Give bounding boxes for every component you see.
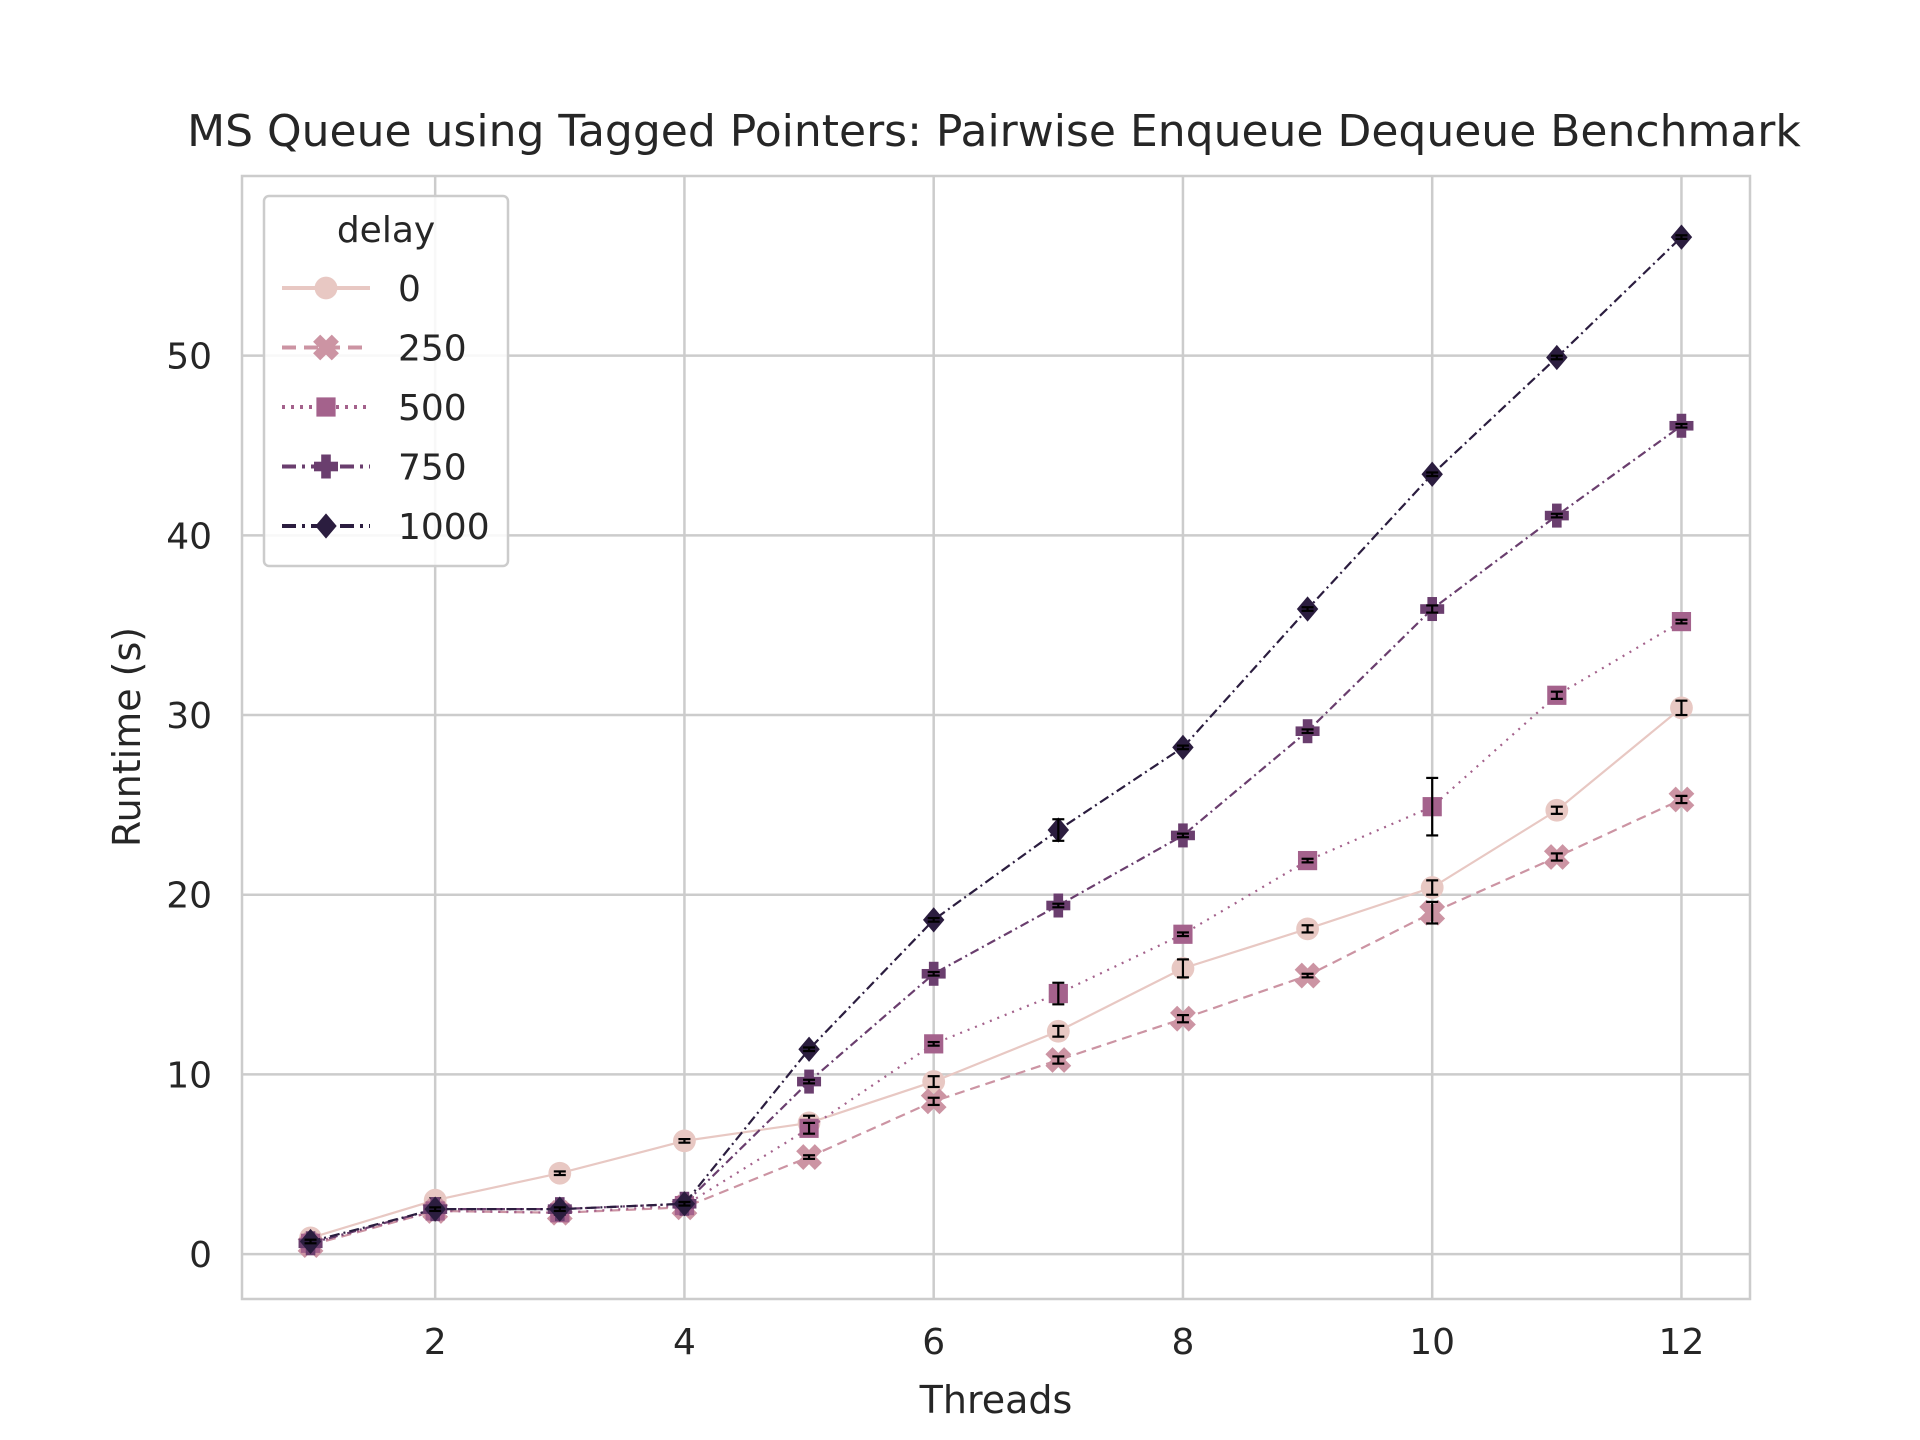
x-tick-label: 2: [424, 1322, 447, 1363]
series-line: [310, 424, 1683, 1245]
y-tick-label: 50: [166, 337, 212, 378]
legend-title: delay: [337, 210, 435, 251]
legend-label: 500: [398, 388, 467, 429]
legend: delay 0 250 500 750 1000: [262, 194, 510, 568]
error-bar: [1426, 776, 1439, 837]
x-tick-labels: 2 4 6 8 10 12: [424, 1322, 1705, 1363]
legend-label: 0: [398, 269, 421, 310]
series-line: [310, 236, 1683, 1243]
chart-title: MS Queue using Tagged Pointers: Pairwise…: [187, 106, 1801, 157]
error-bar: [927, 1040, 940, 1047]
legend-entry-0: 0: [282, 269, 421, 310]
data-point: [313, 334, 339, 361]
error-bar: [678, 1200, 691, 1207]
y-tick-label: 40: [166, 516, 212, 557]
error-bar: [1052, 981, 1065, 1006]
error-bar: [1675, 234, 1688, 240]
legend-entry-500: 500: [282, 388, 467, 429]
data-point: [314, 276, 338, 300]
error-bar: [1550, 852, 1563, 862]
error-bar: [553, 1206, 566, 1213]
plot-frame: [240, 174, 1752, 1301]
error-bar: [1176, 744, 1189, 751]
error-bar: [1301, 857, 1314, 864]
error-bar: [927, 1096, 940, 1107]
error-bar: [1550, 805, 1563, 815]
data-point: [316, 397, 336, 417]
error-bar: [1426, 879, 1439, 896]
y-tick-label: 20: [166, 876, 212, 917]
y-tick-label: 10: [166, 1055, 212, 1096]
y-tick-labels: 0 10 20 30 40 50: [166, 337, 212, 1276]
error-bar: [553, 1170, 566, 1177]
error-bar: [1052, 902, 1065, 909]
legend-entries: 0 250 500 750 1000: [282, 269, 490, 548]
error-bar: [1426, 471, 1439, 478]
y-axis-label: Runtime (s): [105, 627, 149, 847]
y-tick-label: 30: [166, 696, 212, 737]
error-bar: [1675, 699, 1688, 717]
error-bar: [1176, 958, 1189, 979]
error-bar: [1301, 972, 1314, 979]
error-bar: [1052, 1024, 1065, 1038]
series-line: [310, 798, 1682, 1247]
data-point: [315, 513, 337, 539]
error-bar: [1052, 818, 1065, 842]
x-axis-label: Threads: [919, 1378, 1073, 1422]
error-bar: [803, 1078, 816, 1085]
error-bar: [803, 1121, 816, 1135]
error-bar: [1675, 618, 1688, 625]
error-bar: [1675, 422, 1688, 429]
error-bar: [1301, 728, 1314, 735]
legend-entry-750: 750: [282, 448, 467, 489]
series-line: [310, 707, 1683, 1239]
error-bar: [1426, 900, 1439, 925]
y-tick-label: 0: [189, 1235, 212, 1276]
error-bar: [1550, 690, 1563, 700]
error-bar: [1052, 1055, 1065, 1065]
error-bar: [1176, 832, 1189, 839]
x-tick-label: 12: [1659, 1322, 1705, 1363]
error-bar: [678, 1137, 691, 1144]
x-tick-label: 6: [922, 1322, 945, 1363]
legend-entry-1000: 1000: [282, 507, 490, 548]
x-tick-label: 8: [1171, 1322, 1194, 1363]
error-bar: [1176, 931, 1189, 938]
series-0: [299, 696, 1693, 1250]
error-bar: [803, 1046, 816, 1053]
legend-label: 750: [398, 448, 467, 489]
error-bar: [304, 1238, 317, 1245]
error-bar: [1301, 606, 1314, 612]
error-bar: [1301, 924, 1314, 934]
error-bar: [1550, 354, 1563, 361]
series-500: [300, 612, 1692, 1253]
series-layer: [297, 224, 1695, 1258]
data-point-bar: [313, 334, 339, 361]
error-bar: [1675, 794, 1688, 805]
legend-entry-250: 250: [282, 329, 467, 370]
data-point-bar: [321, 454, 331, 479]
error-bar: [1550, 512, 1563, 519]
legend-label: 1000: [398, 507, 490, 548]
x-tick-label: 4: [673, 1322, 696, 1363]
series-line: [310, 620, 1683, 1245]
error-bar: [1426, 604, 1439, 614]
error-bar: [927, 916, 940, 923]
series-1000: [299, 224, 1693, 1255]
legend-label: 250: [398, 329, 467, 370]
error-bar: [927, 1075, 940, 1089]
error-bar: [927, 970, 940, 977]
data-point: [314, 454, 338, 479]
error-bar: [1176, 1014, 1189, 1024]
error-bar: [803, 1154, 816, 1160]
error-bar: [429, 1206, 442, 1213]
x-tick-label: 10: [1409, 1322, 1455, 1363]
